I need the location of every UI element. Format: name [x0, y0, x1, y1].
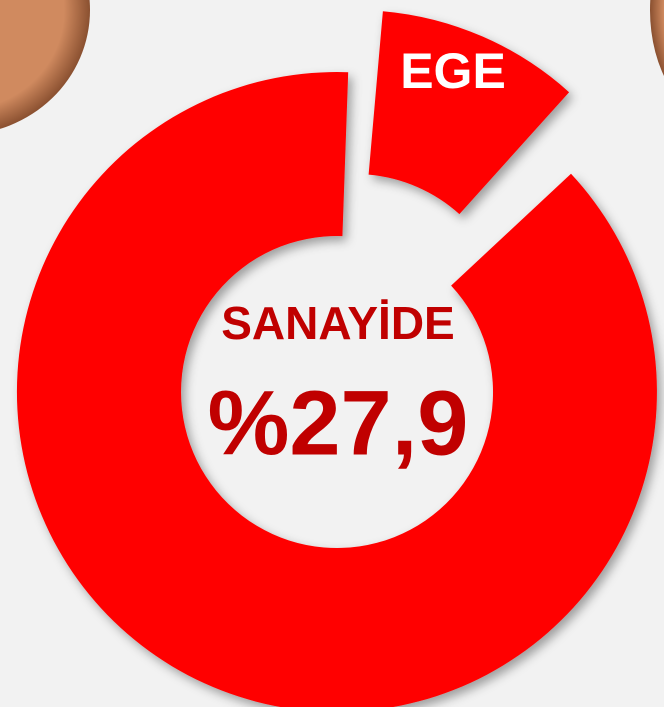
center-title: SANAYİDE [221, 297, 454, 349]
corner-shape-right [650, 0, 664, 76]
center-value: %27,9 [208, 372, 469, 474]
donut-ring [16, 72, 657, 707]
corner-shape-left [0, 0, 90, 129]
segment-label: EGE [400, 43, 506, 99]
donut-segment [368, 11, 570, 215]
